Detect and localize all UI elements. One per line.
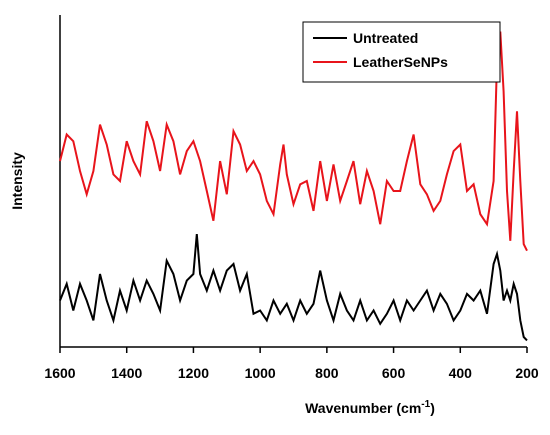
x-tick-label: 800 — [315, 365, 339, 381]
x-tick-label: 400 — [449, 365, 473, 381]
x-tick-label: 1200 — [178, 365, 209, 381]
series-line — [59, 234, 528, 342]
x-axis-label: Wavenumber (cm-1) — [305, 399, 435, 416]
x-tick-label: 1000 — [245, 365, 276, 381]
x-label-end: ) — [430, 400, 435, 416]
legend-label: Untreated — [353, 30, 418, 46]
series-line — [59, 31, 528, 252]
legend-box — [302, 21, 501, 83]
y-axis-label: Intensity — [9, 152, 25, 210]
x-label-main: Wavenumber (cm — [305, 400, 421, 416]
x-tick-label: 600 — [382, 365, 406, 381]
x-tick-label: 1600 — [44, 365, 75, 381]
x-tick-label: 1400 — [111, 365, 142, 381]
legend-label: LeatherSeNPs — [353, 54, 448, 70]
x-label-sup: -1 — [421, 399, 430, 410]
x-tick-label: 200 — [515, 365, 539, 381]
